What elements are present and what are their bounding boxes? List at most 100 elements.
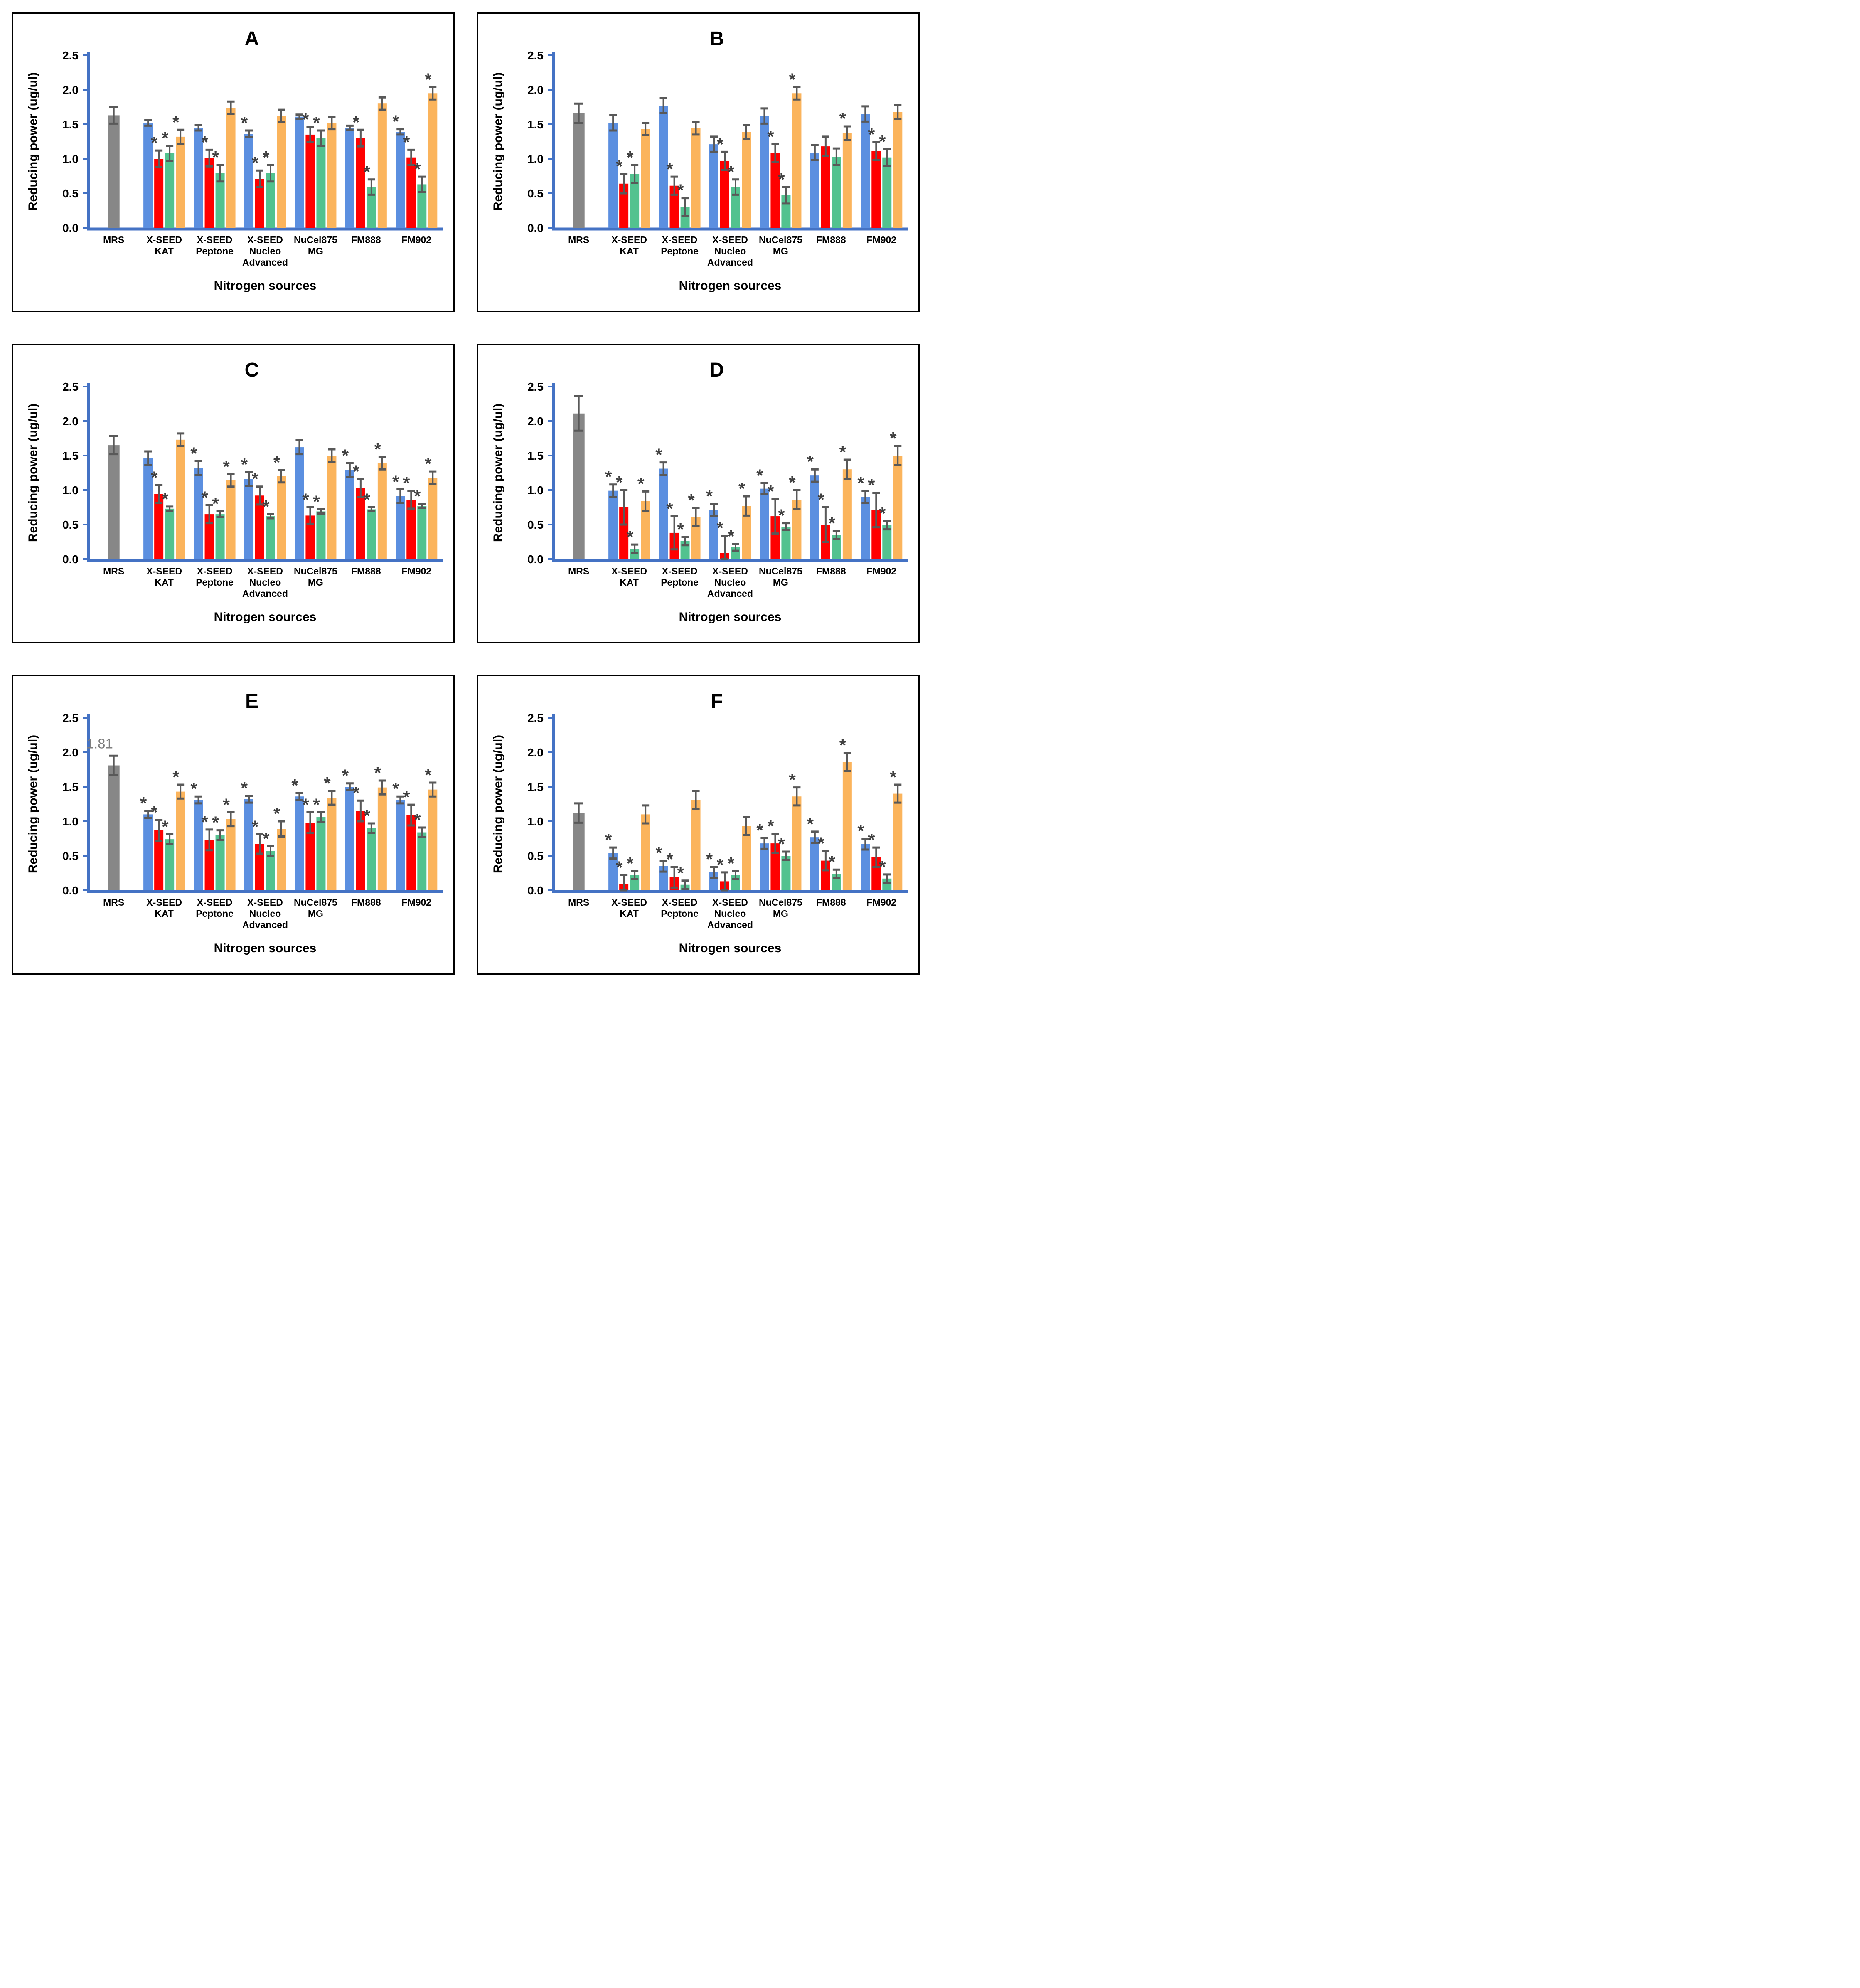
x-category-label: FM888 xyxy=(816,234,846,245)
sig-asterisk: * xyxy=(190,443,197,463)
sig-asterisk: * xyxy=(666,850,673,869)
bar-series-4 xyxy=(176,136,185,228)
x-category-label: NuCel875 xyxy=(759,566,802,576)
sig-asterisk: * xyxy=(879,132,886,151)
sig-asterisk: * xyxy=(223,795,230,814)
sig-asterisk: * xyxy=(605,830,612,850)
x-category-label: MRS xyxy=(568,566,589,576)
sig-asterisk: * xyxy=(627,148,634,167)
x-category-label: KAT xyxy=(620,577,639,588)
x-category-label: X-SEED xyxy=(662,897,698,908)
bar-mrs xyxy=(573,413,585,559)
sig-asterisk: * xyxy=(263,497,270,516)
y-tick-label: 0.5 xyxy=(527,850,544,862)
bar-series-1 xyxy=(244,134,253,228)
bar-series-2 xyxy=(255,179,264,228)
x-category-label: FM902 xyxy=(866,566,896,576)
bar-series-4 xyxy=(277,116,286,228)
y-tick-label: 2.5 xyxy=(62,712,79,724)
x-axis-title: Nitrogen sources xyxy=(214,610,317,624)
bar-series-2 xyxy=(154,830,164,890)
y-tick-label: 1.0 xyxy=(527,153,544,165)
sig-asterisk: * xyxy=(252,153,259,172)
x-category-label: MRS xyxy=(103,234,124,245)
y-tick-label: 0.0 xyxy=(62,884,79,897)
bar-series-2 xyxy=(619,507,629,559)
sig-asterisk: * xyxy=(172,767,180,787)
sig-asterisk: * xyxy=(241,113,248,133)
bar-series-1 xyxy=(295,796,304,890)
sig-asterisk: * xyxy=(162,489,169,509)
sig-asterisk: * xyxy=(818,490,825,510)
x-axis-title: Nitrogen sources xyxy=(214,941,317,955)
bar-series-4 xyxy=(742,506,751,559)
x-category-label: MG xyxy=(773,908,788,919)
x-category-label: X-SEED xyxy=(247,897,283,908)
bar-series-3 xyxy=(680,207,690,228)
bar-series-4 xyxy=(428,789,438,890)
bar-series-2 xyxy=(406,157,416,228)
sig-asterisk: * xyxy=(728,854,735,873)
bar-mrs xyxy=(108,445,120,559)
bar-series-2 xyxy=(406,815,416,890)
sig-asterisk: * xyxy=(201,812,208,832)
bar-series-4 xyxy=(226,819,236,890)
bar-series-1 xyxy=(760,488,769,559)
bar-series-4 xyxy=(327,798,337,890)
panel-letter: C xyxy=(245,359,259,381)
bar-series-1 xyxy=(143,458,153,559)
x-category-label: FM902 xyxy=(401,566,431,576)
x-axis-title: Nitrogen sources xyxy=(679,610,782,624)
sig-asterisk: * xyxy=(151,133,158,153)
bar-series-4 xyxy=(641,129,650,228)
bar-series-3 xyxy=(832,157,841,228)
bar-series-4 xyxy=(893,793,903,890)
bar-series-2 xyxy=(871,151,881,228)
x-category-label: Peptone xyxy=(196,246,234,256)
bar-series-3 xyxy=(165,508,175,559)
bar-series-3 xyxy=(266,173,275,228)
x-category-label: FM902 xyxy=(401,897,431,908)
sig-asterisk: * xyxy=(374,763,381,783)
y-tick-label: 0.5 xyxy=(527,187,544,200)
sig-asterisk: * xyxy=(201,132,208,152)
sig-asterisk: * xyxy=(291,776,298,795)
y-tick-label: 1.5 xyxy=(527,781,544,793)
y-tick-label: 1.5 xyxy=(62,118,79,131)
sig-asterisk: * xyxy=(263,829,270,848)
sig-asterisk: * xyxy=(778,834,785,854)
bar-series-3 xyxy=(781,526,791,559)
panel-f: F Reducing power (ug/ul) 0.0 0.5 1.0 1.5 2.0 2.… xyxy=(477,675,920,975)
sig-asterisk: * xyxy=(353,461,360,481)
x-category-label: Advanced xyxy=(707,919,753,930)
sig-asterisk: * xyxy=(868,125,875,144)
sig-asterisk: * xyxy=(879,857,886,877)
bar-series-1 xyxy=(345,470,354,559)
x-category-label: MRS xyxy=(103,897,124,908)
bar-series-4 xyxy=(377,463,387,559)
bar-series-1 xyxy=(861,844,870,890)
cell-f: F Reducing power (ug/ul) 0.0 0.5 1.0 1.5 2.0 2.… xyxy=(465,663,930,994)
sig-asterisk: * xyxy=(688,490,695,510)
x-category-label: X-SEED xyxy=(197,234,233,245)
y-tick-label: 0.5 xyxy=(62,518,79,531)
bar-series-4 xyxy=(691,517,701,559)
y-tick-label: 0.5 xyxy=(62,850,79,862)
x-category-label: X-SEED xyxy=(146,897,182,908)
bar-series-1 xyxy=(295,116,304,228)
panel-e: E Reducing power (ug/ul) 0.0 0.5 1.0 1.5 2.0 2.… xyxy=(12,675,455,975)
sig-asterisk: * xyxy=(879,504,886,523)
bar-series-2 xyxy=(770,516,780,559)
x-axis-title: Nitrogen sources xyxy=(679,279,782,293)
x-category-label: NuCel875 xyxy=(294,234,337,245)
chart-panel-a: A Reducing power (ug/ul) 0.0 0.5 1.0 1.5 2.0 2.… xyxy=(26,28,443,293)
sig-asterisk: * xyxy=(605,467,612,487)
chart-panel-f: F Reducing power (ug/ul) 0.0 0.5 1.0 1.5 2.0 2.… xyxy=(491,690,908,955)
bar-series-3 xyxy=(731,187,740,228)
sig-asterisk: * xyxy=(789,69,796,89)
y-tick-label: 0.5 xyxy=(527,518,544,531)
sig-asterisk: * xyxy=(728,526,735,546)
sig-asterisk: * xyxy=(637,474,645,493)
y-tick-label: 2.5 xyxy=(62,380,79,393)
panel-c: C Reducing power (ug/ul) 0.0 0.5 1.0 1.5 2.0 2.… xyxy=(12,344,455,643)
